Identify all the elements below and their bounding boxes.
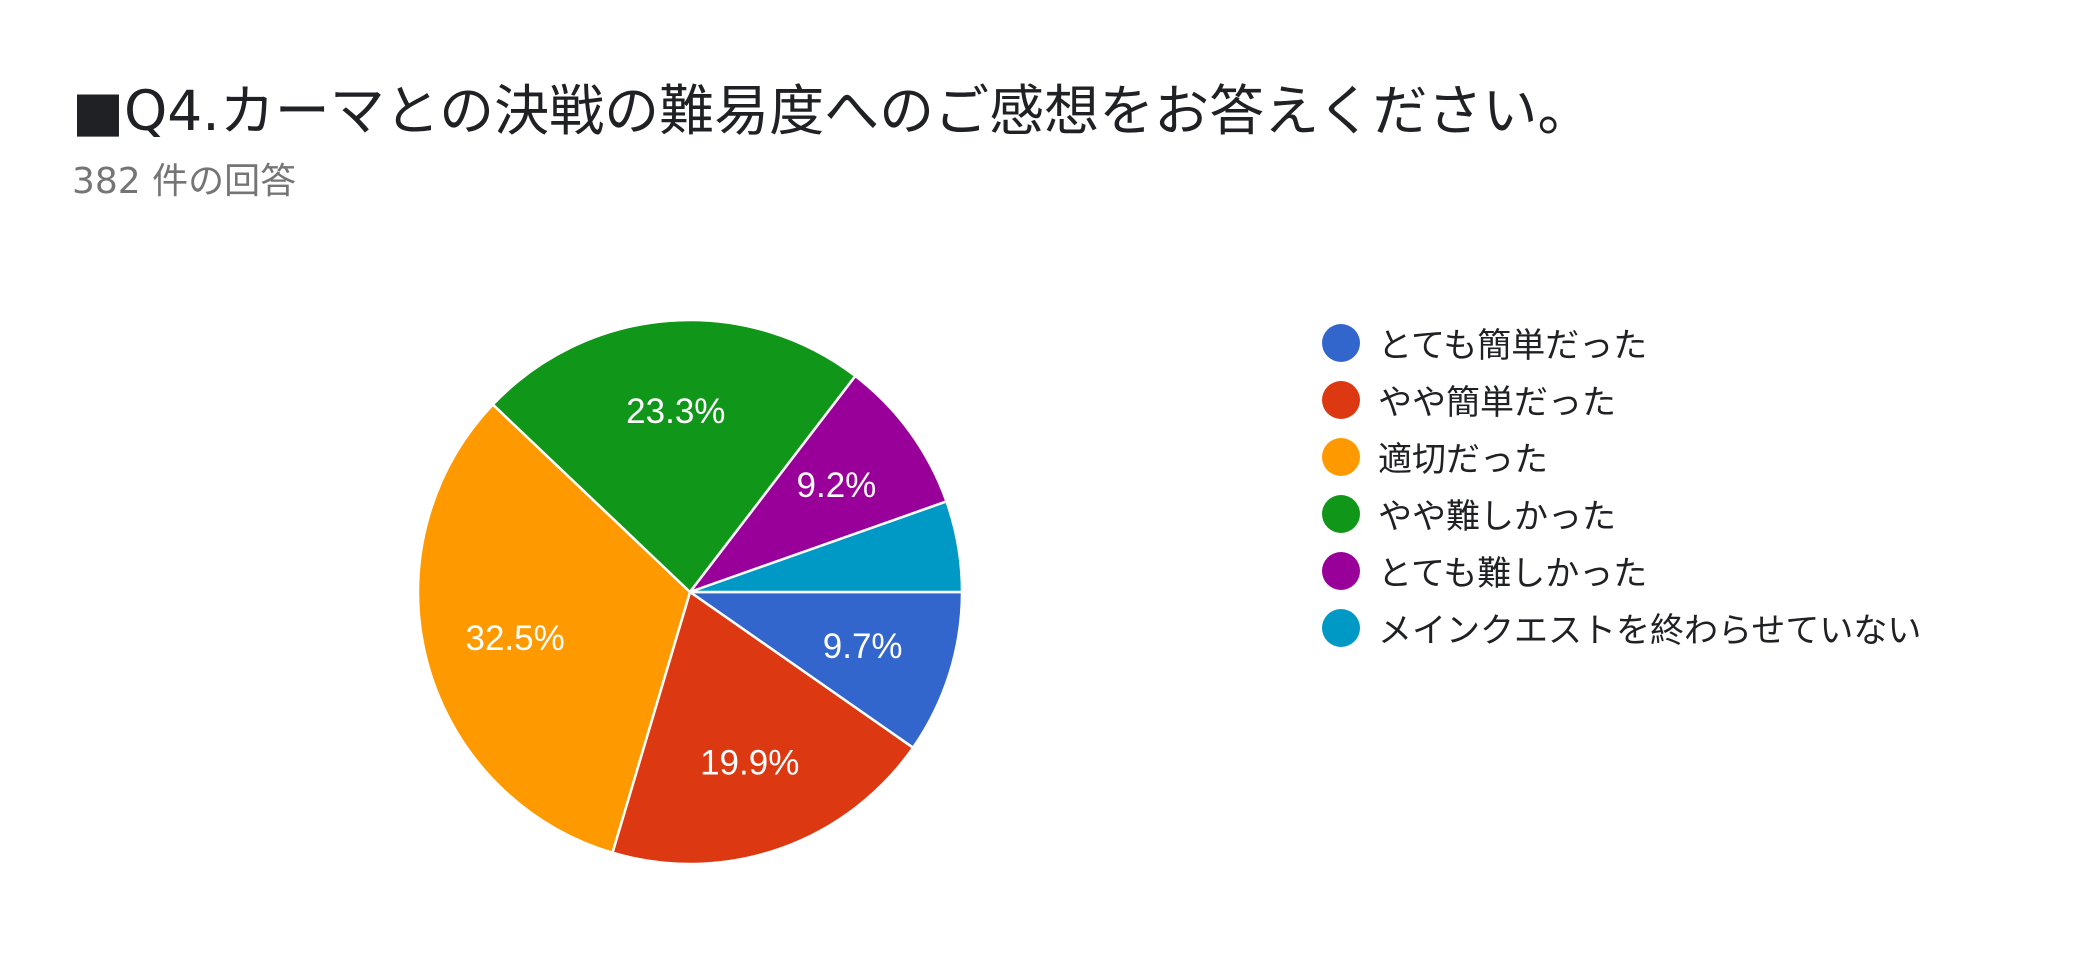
- chart-legend: とても簡単だった やや簡単だった 適切だったやや難しかった とても難しかったメインクエ…: [1322, 314, 1921, 656]
- response-count: 382 件の回答: [72, 161, 297, 202]
- chart-title: ■Q4.カーマとの決戦の難易度へのご感想をお答えください。: [72, 79, 1593, 143]
- pie-slice-label-1: 9.7%: [823, 627, 903, 666]
- legend-item[interactable]: やや簡単だった: [1322, 371, 1921, 428]
- legend-item[interactable]: やや難しかった: [1322, 485, 1921, 542]
- pie-slice-label-2: 19.9%: [700, 743, 799, 782]
- legend-item[interactable]: とても簡単だった: [1322, 314, 1921, 371]
- pie-slice-6[interactable]: [688, 500, 964, 594]
- legend-item[interactable]: とても難しかった: [1322, 542, 1921, 599]
- pie-slice-4[interactable]: [491, 318, 857, 594]
- pie-labels: 9.7% 19.9% 32.5% 23.3% 9.2%: [465, 392, 902, 782]
- legend-swatch-icon: [1322, 380, 1360, 419]
- pie-slice-label-3: 32.5%: [465, 619, 564, 658]
- legend-label: メインクエストを終わらせていない: [1378, 611, 1922, 651]
- pie-slice-1[interactable]: [688, 590, 964, 749]
- legend-swatch-icon: [1322, 437, 1360, 476]
- pie-slices: [416, 318, 964, 866]
- legend-swatch-icon: [1322, 551, 1360, 590]
- legend-label: とても簡単だった: [1378, 326, 1648, 366]
- legend-item[interactable]: メインクエストを終わらせていない: [1322, 599, 1921, 656]
- legend-label: とても難しかった: [1378, 554, 1648, 594]
- legend-swatch-icon: [1322, 608, 1360, 647]
- legend-label: 適切だった: [1378, 440, 1548, 480]
- pie-slice-5[interactable]: [688, 374, 948, 594]
- legend-label: やや難しかった: [1378, 497, 1616, 537]
- pie-slice-3[interactable]: [416, 403, 692, 854]
- pie-slice-label-4: 23.3%: [626, 392, 725, 431]
- legend-swatch-icon: [1322, 323, 1360, 362]
- pie-slice-label-5: 9.2%: [797, 466, 877, 505]
- legend-label: やや簡単だった: [1378, 383, 1616, 423]
- legend-item[interactable]: 適切だった: [1322, 428, 1921, 485]
- pie-slice-2[interactable]: [611, 590, 915, 866]
- legend-swatch-icon: [1322, 494, 1360, 533]
